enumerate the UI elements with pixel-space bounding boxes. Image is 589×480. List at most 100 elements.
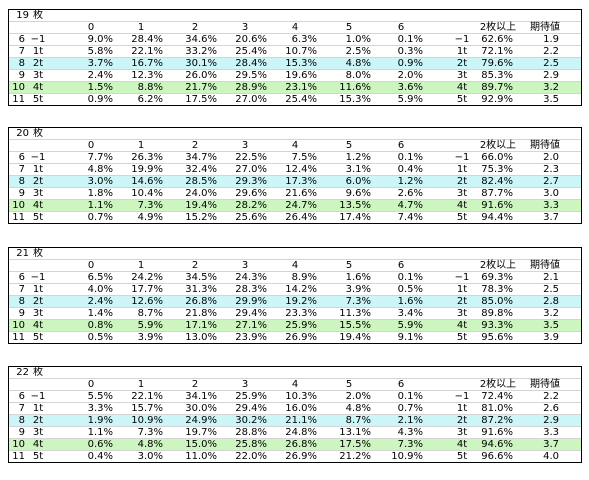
cell-value: 13.1% (339, 427, 371, 438)
cell-2plus: 91.6% (481, 427, 513, 438)
cell-2plus: 89.8% (481, 308, 513, 319)
cell-2plus: 87.2% (481, 415, 513, 426)
cell-value: 21.6% (285, 188, 317, 199)
column-header-2plus: 2枚以上 (479, 379, 517, 390)
cell-value: 8.7% (345, 415, 371, 426)
row-number: 10 (12, 320, 25, 331)
cell-value: 0.9% (397, 58, 423, 69)
row-label-2: 5t (456, 212, 468, 223)
cell-ev: 2.2 (543, 391, 559, 402)
card-unit: 枚 (33, 367, 43, 378)
cell-value: 29.3% (235, 176, 267, 187)
row-label-2: 1t (456, 164, 468, 175)
cell-value: 3.4% (397, 308, 423, 319)
table-row: 6 −1 6.5% 24.2% 34.5% 24.3% 8.9% 1.6% 0.1% −1 69.3… (9, 272, 581, 284)
cell-ev: 3.2 (543, 82, 559, 93)
cell-value: 21.8% (185, 308, 217, 319)
cell-ev: 2.5 (543, 284, 559, 295)
cell-value: 1.5% (87, 82, 113, 93)
cell-value: 10.9% (131, 415, 163, 426)
row-label-2: 4t (456, 439, 468, 450)
row-label: 5t (32, 94, 44, 105)
row-label: 3t (32, 427, 44, 438)
cell-value: 4.8% (87, 164, 113, 175)
row-label: −1 (30, 272, 46, 283)
cell-value: 9.6% (345, 188, 371, 199)
cell-2plus: 89.7% (481, 82, 513, 93)
cell-value: 16.7% (131, 58, 163, 69)
cell-value: 17.7% (131, 284, 163, 295)
cell-value: 30.1% (185, 58, 217, 69)
column-header: 3 (241, 379, 249, 390)
column-header: 0 (87, 22, 95, 33)
cell-value: 3.6% (397, 82, 423, 93)
row-number: 7 (18, 403, 25, 414)
cell-value: 0.4% (87, 451, 113, 462)
cell-value: 34.1% (185, 391, 217, 402)
cell-value: 25.9% (285, 320, 317, 331)
cell-value: 15.3% (285, 58, 317, 69)
row-number: 7 (18, 284, 25, 295)
cell-value: 26.8% (285, 439, 317, 450)
row-label: 4t (32, 320, 44, 331)
row-number: 10 (12, 439, 25, 450)
cell-value: 31.3% (185, 284, 217, 295)
column-header-ev: 期待値 (530, 22, 560, 33)
cell-value: 24.8% (285, 427, 317, 438)
cell-value: 26.9% (285, 451, 317, 462)
row-label: 2t (32, 58, 44, 69)
row-label-2: 4t (456, 82, 468, 93)
cell-value: 1.2% (397, 176, 423, 187)
cell-value: 29.5% (235, 70, 267, 81)
cell-value: 6.0% (345, 176, 371, 187)
cell-2plus: 69.3% (481, 272, 513, 283)
cell-value: 26.4% (285, 212, 317, 223)
table-block: 19 枚 0 1 2 3 4 5 6 2枚以上 期待値 6 −1 9.0% 28.4% 34.6% 20.6% 6… (8, 9, 582, 106)
card-count: 22 (16, 367, 29, 378)
cell-2plus: 87.7% (481, 188, 513, 199)
row-label-2: 3t (456, 188, 468, 199)
row-number: 11 (12, 212, 25, 223)
cell-value: 3.0% (87, 176, 113, 187)
cell-value: 1.4% (87, 308, 113, 319)
row-number: 8 (18, 415, 25, 426)
cell-ev: 2.9 (543, 70, 559, 81)
row-number: 9 (18, 427, 25, 438)
column-header: 4 (291, 22, 299, 33)
row-number: 6 (18, 152, 25, 163)
column-header: 3 (241, 140, 249, 151)
row-label-2: 1t (456, 284, 468, 295)
cell-value: 28.4% (131, 34, 163, 45)
cell-value: 1.1% (87, 427, 113, 438)
cell-value: 27.1% (235, 320, 267, 331)
column-header: 0 (87, 140, 95, 151)
row-number: 6 (18, 391, 25, 402)
table-block: 20 枚 0 1 2 3 4 5 6 2枚以上 期待値 6 −1 7.7% 26.3% 34.7% 22.5% 7… (8, 127, 582, 224)
cell-value: 0.5% (397, 284, 423, 295)
row-label: 4t (32, 439, 44, 450)
cell-value: 4.9% (137, 212, 163, 223)
cell-value: 5.8% (87, 46, 113, 57)
cell-value: 19.4% (339, 332, 371, 343)
cell-value: 9.1% (397, 332, 423, 343)
cell-ev: 3.7 (543, 212, 559, 223)
cell-value: 3.3% (87, 403, 113, 414)
cell-2plus: 72.4% (481, 391, 513, 402)
cell-2plus: 95.6% (481, 332, 513, 343)
cell-value: 11.3% (339, 308, 371, 319)
row-label-2: 5t (456, 332, 468, 343)
row-label-2: 2t (456, 58, 468, 69)
card-count: 21 (16, 248, 29, 259)
table-row: 10 4t 1.1% 7.3% 19.4% 28.2% 24.7% 13.5% 4.7% 4t 91… (9, 200, 581, 212)
cell-value: 21.1% (285, 415, 317, 426)
cell-value: 0.1% (397, 272, 423, 283)
column-header-row: 0 1 2 3 4 5 6 2枚以上 期待値 (9, 260, 581, 272)
cell-value: 21.2% (339, 451, 371, 462)
row-number: 10 (12, 200, 25, 211)
cell-2plus: 72.1% (481, 46, 513, 57)
cell-value: 26.8% (185, 296, 217, 307)
cell-value: 20.6% (235, 34, 267, 45)
column-header: 1 (137, 260, 145, 271)
cell-value: 0.3% (397, 46, 423, 57)
cell-ev: 2.7 (543, 176, 559, 187)
